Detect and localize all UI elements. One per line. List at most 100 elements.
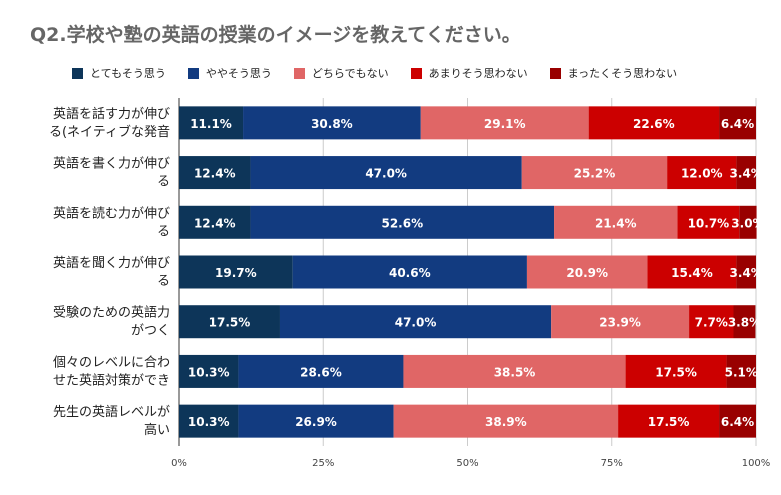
data-label: 10.7% — [688, 216, 730, 230]
bar-segment — [667, 156, 737, 190]
category-label: 英語を書く力が伸び — [53, 156, 170, 172]
bar-segment — [403, 354, 626, 388]
data-label: 3.4% — [730, 266, 763, 280]
bar-segment — [250, 205, 555, 239]
data-label: 17.5% — [655, 365, 697, 379]
x-tick-label: 0% — [171, 458, 187, 469]
data-label: 12.4% — [194, 216, 236, 230]
data-label: 7.7% — [695, 316, 728, 330]
data-label: 47.0% — [395, 316, 437, 330]
data-label: 40.6% — [389, 266, 431, 280]
data-label: 25.2% — [574, 167, 616, 181]
category-label: 英語を話す力が伸び — [53, 106, 170, 122]
bar-segment — [736, 156, 756, 190]
legend-swatch — [293, 67, 305, 79]
data-label: 19.7% — [215, 266, 257, 280]
category-label: 個々のレベルに合わ — [53, 355, 170, 370]
x-tick-label: 25% — [312, 458, 334, 469]
data-label: 6.4% — [721, 117, 754, 131]
data-label: 12.4% — [194, 167, 236, 181]
category-label: 高い — [144, 422, 170, 438]
legend-label: ややそう思う — [205, 67, 272, 80]
legend-swatch — [187, 67, 199, 79]
bar-segment — [554, 205, 678, 239]
data-label: 3.0% — [731, 216, 764, 230]
legend-item: あまりそう思わない — [410, 65, 528, 81]
bar-segment — [179, 255, 293, 289]
bar-segment — [179, 305, 280, 339]
category-label: せた英語対策ができ — [53, 372, 170, 388]
data-label: 15.4% — [671, 266, 713, 280]
data-label: 38.9% — [485, 415, 527, 429]
bar-segment — [719, 106, 756, 140]
bar-segment — [179, 156, 251, 190]
data-label: 29.1% — [484, 117, 526, 131]
bar-segment — [689, 305, 734, 339]
bar-segment — [739, 205, 757, 239]
data-label: 21.4% — [595, 216, 637, 230]
legend-label: あまりそう思わない — [428, 67, 528, 80]
data-label: 22.6% — [633, 117, 675, 131]
bar-segment — [588, 106, 720, 140]
bar-segment — [736, 255, 756, 289]
category-label: 英語を読む力が伸び — [53, 205, 170, 221]
category-label: る — [157, 175, 170, 190]
data-label: 47.0% — [365, 167, 407, 181]
data-label: 30.8% — [311, 117, 353, 131]
data-label: 10.3% — [188, 415, 230, 429]
data-label: 52.6% — [381, 216, 423, 230]
x-tick-label: 50% — [456, 458, 478, 469]
data-label: 38.5% — [494, 365, 536, 379]
bar-segment — [238, 354, 404, 388]
category-label: る — [157, 274, 170, 289]
bar-segment — [179, 205, 251, 239]
data-label: 20.9% — [566, 266, 608, 280]
bar-segment — [733, 305, 756, 339]
category-label: がつく — [131, 324, 170, 339]
data-label: 23.9% — [599, 316, 641, 330]
data-label: 11.1% — [190, 117, 232, 131]
bar-segment — [677, 205, 740, 239]
data-label: 10.3% — [188, 365, 230, 379]
legend-item: とてもそう思う — [72, 65, 166, 81]
legend-label: とてもそう思う — [90, 67, 166, 80]
legend-label: どちらでもない — [311, 67, 389, 80]
bar-segment — [618, 404, 720, 438]
category-label: る(ネイティブな発音 — [49, 124, 170, 140]
bar-segment — [521, 156, 668, 190]
data-label: 3.8% — [728, 316, 761, 330]
bar-segment — [647, 255, 737, 289]
bar-segment — [179, 106, 244, 140]
bar-segment — [551, 305, 690, 339]
legend-swatch — [410, 67, 422, 79]
data-label: 17.5% — [648, 415, 690, 429]
legend-item: ややそう思う — [187, 65, 272, 81]
category-label: る — [157, 224, 170, 239]
bar-segment — [250, 156, 522, 190]
bar-segment — [625, 354, 727, 388]
bar-segment — [719, 404, 756, 438]
bar-segment — [726, 354, 756, 388]
legend-swatch — [72, 67, 83, 79]
bar-segment — [238, 404, 394, 438]
data-label: 3.4% — [730, 167, 763, 181]
category-label: 受験のための英語力 — [53, 305, 170, 321]
category-label: 先生の英語レベルが — [53, 404, 170, 420]
x-tick-label: 75% — [601, 458, 623, 469]
bar-segment — [179, 404, 239, 438]
data-label: 28.6% — [300, 365, 342, 379]
legend: とてもそう思う ややそう思う どちらでもない あまりそう思わない まったくそう思わない — [72, 64, 699, 82]
data-label: 26.9% — [295, 415, 337, 429]
bar-segment — [420, 106, 589, 140]
data-label: 5.1% — [725, 365, 758, 379]
bar-segment — [292, 255, 527, 289]
x-tick-label: 100% — [742, 458, 771, 469]
legend-item: どちらでもない — [293, 65, 389, 81]
bar-segment — [243, 106, 421, 140]
legend-label: まったくそう思わない — [567, 67, 678, 80]
data-label: 12.0% — [681, 167, 723, 181]
bar-segment — [279, 305, 552, 339]
legend-item: まったくそう思わない — [549, 65, 678, 81]
